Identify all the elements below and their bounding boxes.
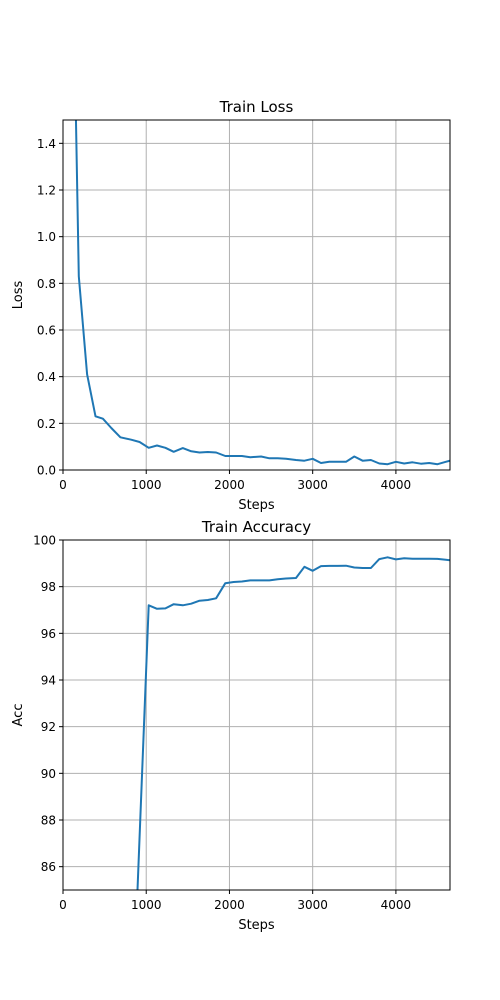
accuracy-series-line	[136, 556, 450, 890]
loss-series-line	[74, 120, 450, 466]
loss-x-axis-label: Steps	[238, 498, 275, 513]
accuracy-y-tick-label: 92	[41, 720, 56, 734]
loss-x-tick-label: 2000	[214, 478, 245, 492]
train-loss-panel: 0 1000 2000 3000 4000 0.0 0.2 0.4 0.6 0.8 1.0 1.2 1.…	[11, 98, 451, 513]
accuracy-x-tick-label: 1000	[131, 898, 162, 912]
loss-y-tick-label: 0.6	[37, 324, 56, 338]
accuracy-y-tick-label: 88	[41, 814, 56, 828]
loss-y-tick-label: 0.8	[37, 277, 56, 291]
loss-y-tick-label: 1.4	[37, 137, 56, 151]
accuracy-y-tick-label: 98	[41, 580, 56, 594]
accuracy-y-tick-label: 90	[41, 767, 56, 781]
loss-y-tick-label: 1.2	[37, 184, 56, 198]
loss-x-tick-label: 0	[59, 478, 67, 492]
loss-x-tick-label: 3000	[297, 478, 328, 492]
loss-y-tick-label: 0.4	[37, 370, 56, 384]
loss-y-tick-label: 1.0	[37, 230, 56, 244]
loss-y-tick-label: 0.0	[37, 464, 56, 478]
accuracy-y-tick-label: 86	[41, 860, 56, 874]
accuracy-y-tick-label: 96	[41, 627, 56, 641]
loss-plot-frame	[62, 119, 451, 471]
accuracy-x-tick-label: 4000	[381, 898, 412, 912]
train-accuracy-panel: 0 1000 2000 3000 4000 86 88 90 92 94 96 98 100 Train …	[11, 518, 451, 933]
accuracy-y-axis-label: Acc	[11, 704, 26, 727]
accuracy-x-axis-label: Steps	[238, 918, 275, 933]
loss-y-axis-label: Loss	[11, 281, 26, 310]
loss-chart-title: Train Loss	[219, 98, 294, 116]
loss-y-tick-label: 0.2	[37, 417, 56, 431]
accuracy-chart-title: Train Accuracy	[201, 518, 311, 536]
accuracy-plot-frame	[62, 539, 451, 891]
accuracy-y-tick-label: 94	[41, 674, 56, 688]
accuracy-x-tick-label: 2000	[214, 898, 245, 912]
loss-x-tick-label: 4000	[381, 478, 412, 492]
accuracy-y-tick-label: 100	[33, 534, 56, 548]
accuracy-x-tick-label: 3000	[297, 898, 328, 912]
accuracy-x-tick-label: 0	[59, 898, 67, 912]
loss-x-tick-label: 1000	[131, 478, 162, 492]
